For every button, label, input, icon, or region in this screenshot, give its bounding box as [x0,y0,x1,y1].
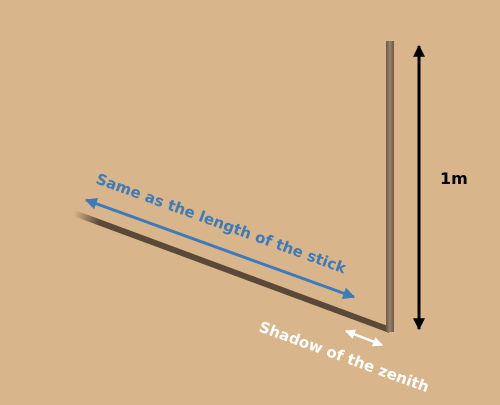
vertical-stick [386,41,394,332]
height-label: 1m [440,169,468,188]
length-label: Same as the length of the stick [94,170,350,278]
length-arrow [84,198,356,299]
zenith-shadow-label: Shadow of the zenith [257,318,432,396]
zenith-shadow-arrow [345,329,383,347]
